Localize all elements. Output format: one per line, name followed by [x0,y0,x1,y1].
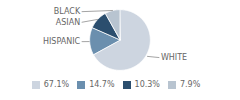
html-text:14.7%: 14.7% [89,80,115,89]
html-text:67.1%: 67.1% [43,80,70,89]
svg-text:BLACK: BLACK [54,7,81,16]
svg-text:WHITE: WHITE [161,53,187,62]
svg-text:ASIAN: ASIAN [56,18,80,27]
html-text:10.3%: 10.3% [134,80,160,89]
svg-text:HISPANIC: HISPANIC [43,37,81,46]
html-text:7.9%: 7.9% [180,80,201,89]
